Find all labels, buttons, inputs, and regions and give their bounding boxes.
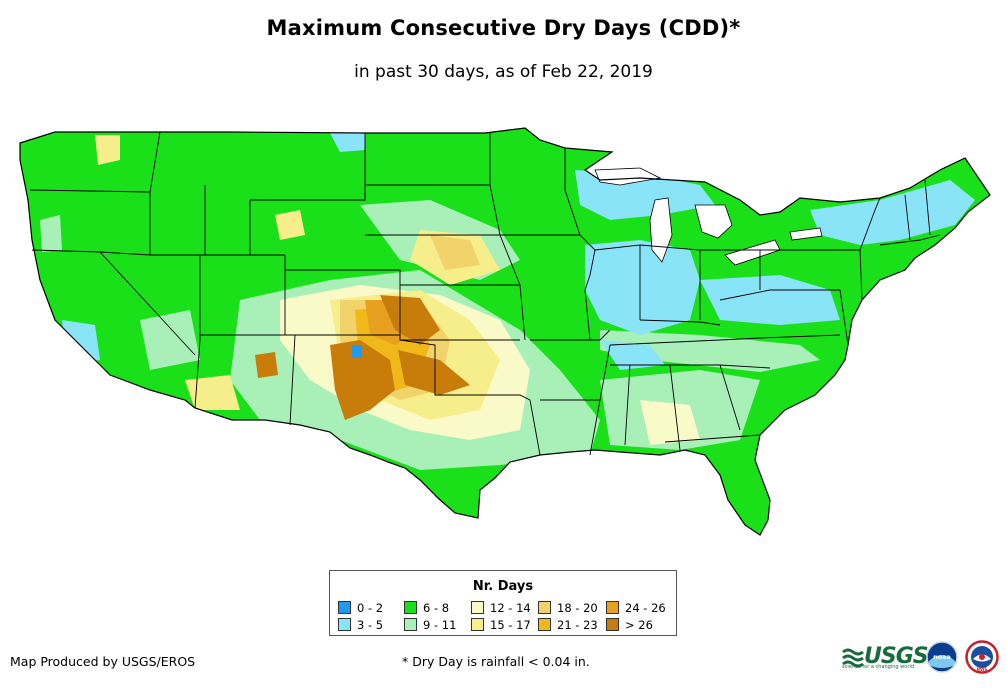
legend-swatch: [538, 601, 551, 614]
legend-item: 15 - 17: [471, 618, 531, 632]
legend-label: 15 - 17: [490, 618, 531, 632]
legend-item: 21 - 23: [538, 618, 598, 632]
map-credit: Map Produced by USGS/EROS: [10, 654, 196, 669]
legend-item: 12 - 14: [471, 601, 531, 615]
legend-swatch: [404, 618, 417, 631]
legend-swatch: [338, 601, 351, 614]
legend-item: > 26: [606, 618, 653, 632]
legend-label: 9 - 11: [423, 618, 457, 632]
legend-item: 6 - 8: [404, 601, 449, 615]
legend-item: 18 - 20: [538, 601, 598, 615]
legend-label: 3 - 5: [357, 618, 384, 632]
map-title: Maximum Consecutive Dry Days (CDD)*: [266, 16, 741, 40]
legend-item: 0 - 2: [338, 601, 383, 615]
legend-swatch: [471, 601, 484, 614]
legend-swatch: [606, 618, 619, 631]
legend-label: 21 - 23: [557, 618, 598, 632]
legend-label: 12 - 14: [490, 601, 531, 615]
usgs-logo: USGS science for a changing world: [842, 640, 929, 674]
great-lakes: [594, 167, 823, 266]
legend-title: Nr. Days: [472, 579, 534, 594]
legend-label: 24 - 26: [625, 601, 666, 615]
legend-swatch: [606, 601, 619, 614]
usgs-tagline: science for a changing world: [842, 664, 914, 670]
legend: Nr. Days 0 - 2 3 - 5 6 - 8 9 - 11 12 - 1…: [329, 570, 677, 636]
state-boundaries: [19, 127, 991, 536]
us-cdd-map: [19, 127, 991, 536]
legend-swatch: [471, 618, 484, 631]
legend-label: 6 - 8: [423, 601, 450, 615]
legend-item: 24 - 26: [606, 601, 666, 615]
nws-logo: NWS: [965, 640, 999, 674]
legend-item: 9 - 11: [404, 618, 456, 632]
noaa-logo: noaa: [926, 641, 958, 673]
usgs-wordmark: USGS: [864, 644, 929, 669]
legend-item: 3 - 5: [338, 618, 383, 632]
dry-day-footnote: * Dry Day is rainfall < 0.04 in.: [402, 654, 590, 669]
legend-label: 0 - 2: [357, 601, 384, 615]
legend-label: 18 - 20: [557, 601, 598, 615]
legend-swatch: [338, 618, 351, 631]
nws-logo-text: NWS: [977, 667, 988, 672]
noaa-logo-text: noaa: [933, 653, 951, 661]
legend-swatch: [538, 618, 551, 631]
dry-day-zones: [40, 133, 975, 470]
legend-swatch: [404, 601, 417, 614]
usgs-wave-icon: [842, 648, 864, 668]
legend-label: > 26: [625, 618, 653, 632]
map-subtitle: in past 30 days, as of Feb 22, 2019: [354, 62, 653, 82]
